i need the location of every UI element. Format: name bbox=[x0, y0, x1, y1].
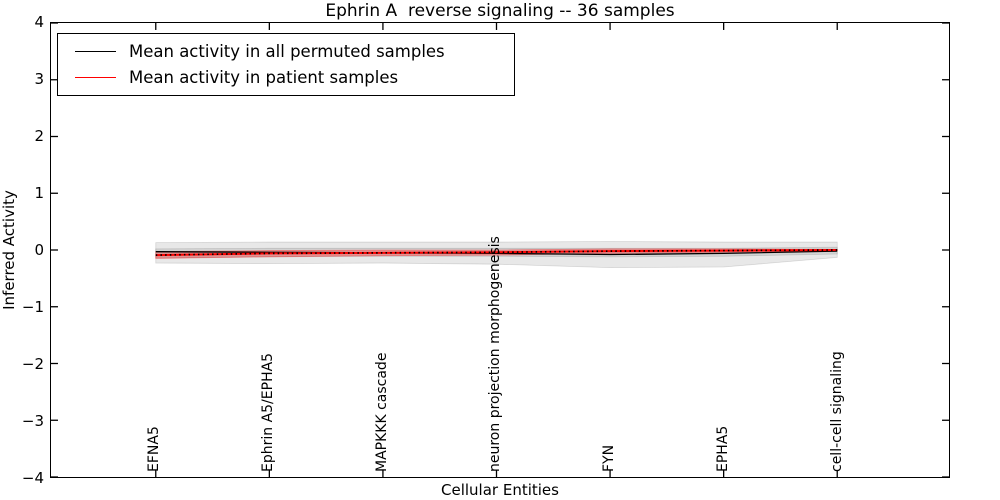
legend-entry-permuted: Mean activity in all permuted samples bbox=[58, 42, 514, 61]
y-tick-label: 1 bbox=[34, 184, 44, 202]
x-axis-label: Cellular Entities bbox=[441, 481, 559, 499]
chart-title: Ephrin A reverse signaling -- 36 samples bbox=[325, 1, 675, 21]
legend-label: Mean activity in patient samples bbox=[129, 68, 399, 87]
plot-area bbox=[50, 22, 950, 478]
x-tick-label: FYN bbox=[601, 444, 618, 472]
legend-label: Mean activity in all permuted samples bbox=[129, 42, 445, 61]
x-tick-label: EPHA5 bbox=[715, 425, 732, 472]
x-tick-label: EFNA5 bbox=[146, 426, 162, 472]
y-tick-label: 3 bbox=[34, 70, 44, 88]
legend: Mean activity in all permuted samples Me… bbox=[57, 33, 515, 96]
line-series-dotted-overlay bbox=[155, 249, 838, 256]
legend-line-sample-black bbox=[75, 51, 116, 52]
band-permuted-samples-range-outer bbox=[155, 241, 838, 268]
y-tick-label: −1 bbox=[21, 298, 44, 316]
y-tick-label: −4 bbox=[21, 469, 44, 487]
y-tick-label: 0 bbox=[34, 241, 44, 259]
legend-entry-patient: Mean activity in patient samples bbox=[58, 68, 514, 87]
y-tick-label: 2 bbox=[34, 127, 44, 145]
plot-canvas bbox=[51, 23, 949, 477]
y-tick-label: 4 bbox=[34, 13, 44, 31]
y-tick-label: −3 bbox=[21, 412, 44, 430]
x-tick-label: MAPKKK cascade bbox=[373, 352, 390, 472]
line-series bbox=[155, 250, 838, 256]
x-tick-label: neuron projection morphogenesis bbox=[487, 236, 504, 472]
y-tick-label: −2 bbox=[21, 355, 44, 373]
x-tick-label: Ephrin A5/EPHA5 bbox=[259, 352, 276, 472]
legend-line-sample-red bbox=[75, 77, 116, 78]
x-tick-label: cell-cell signaling bbox=[828, 351, 845, 472]
